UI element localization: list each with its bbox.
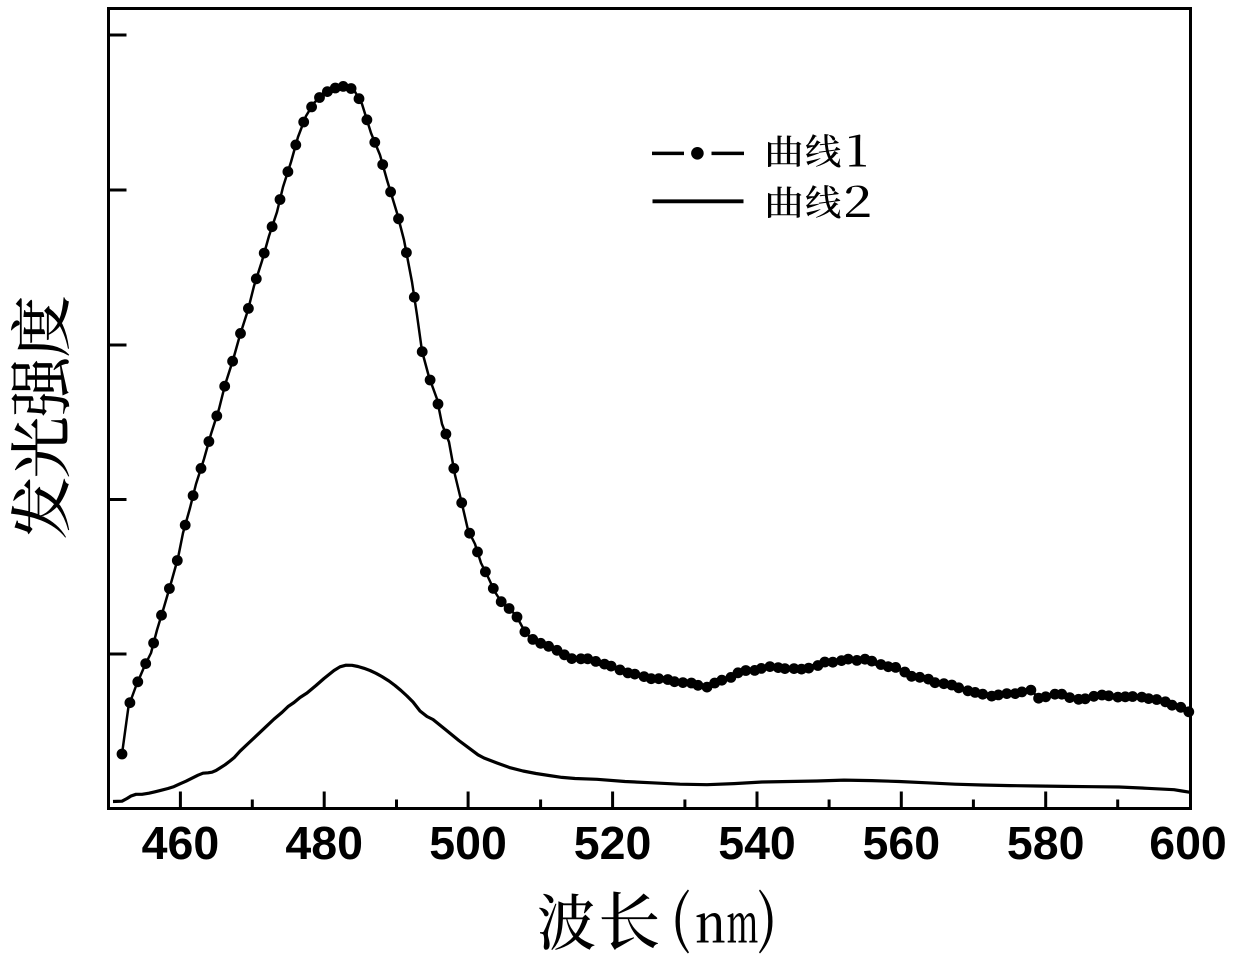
svg-text:500: 500 xyxy=(429,817,507,869)
svg-text:460: 460 xyxy=(142,817,220,869)
svg-text:540: 540 xyxy=(718,817,796,869)
svg-text:520: 520 xyxy=(574,817,652,869)
svg-text:600: 600 xyxy=(1149,817,1227,869)
svg-text:480: 480 xyxy=(285,817,363,869)
svg-text:580: 580 xyxy=(1007,817,1085,869)
svg-text:560: 560 xyxy=(863,817,941,869)
